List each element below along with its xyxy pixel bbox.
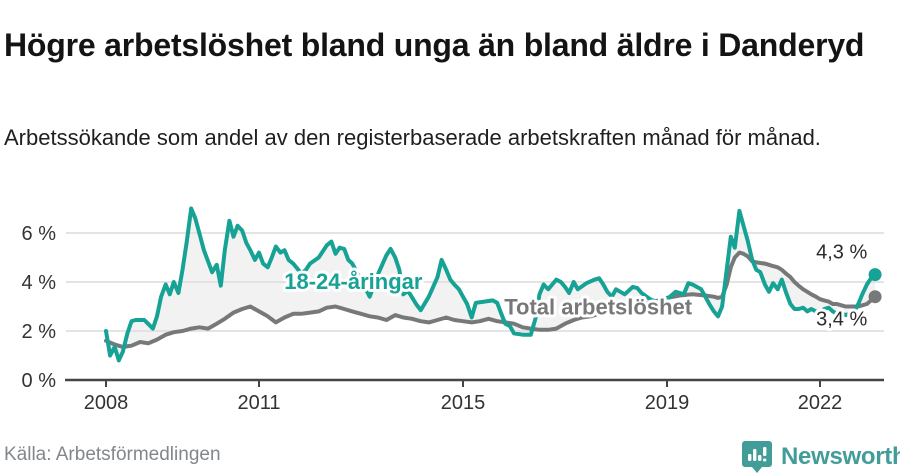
series-label-Total arbetslöshet: Total arbetslöshet bbox=[504, 295, 693, 320]
newsworthy-logo: Newsworthy bbox=[741, 440, 900, 474]
y-tick-label: 0 % bbox=[22, 370, 57, 392]
chart-canvas: 2008 2011 2015 2019 2022 0 % 2 % 4 % 6 % 3,4 % 4,3… bbox=[22, 206, 884, 414]
end-value-label: 4,3 % bbox=[816, 242, 867, 264]
series-end-dot-Total arbetslöshet bbox=[868, 290, 882, 304]
brand-wordmark: Newsworthy bbox=[781, 443, 900, 470]
y-tick-label: 2 % bbox=[22, 321, 57, 343]
y-tick-label: 4 % bbox=[22, 272, 57, 294]
series-line-Total arbetslöshet bbox=[104, 250, 878, 349]
y-tick-label: 6 % bbox=[22, 223, 57, 245]
x-tick-label: 2019 bbox=[645, 392, 690, 414]
unemployment-line-chart: 2008 2011 2015 2019 2022 0 % 2 % 4 % 6 % 3,4 % 4,3… bbox=[0, 190, 900, 425]
series-label-18-24-åringar: 18-24-åringar bbox=[284, 269, 423, 294]
series-end-dot-18-24-åringar bbox=[868, 268, 882, 282]
x-tick-label: 2015 bbox=[441, 392, 486, 414]
fill-between-series bbox=[106, 208, 876, 361]
end-value-label: 3,4 % bbox=[816, 309, 867, 331]
x-tick-label: 2011 bbox=[237, 392, 280, 414]
chart-subtitle: Arbetssökande som andel av den registerb… bbox=[4, 125, 821, 150]
bar-chart-speech-bubble-icon bbox=[742, 441, 772, 473]
x-tick-label: 2022 bbox=[798, 392, 843, 414]
source-note: Källa: Arbetsförmedlingen bbox=[4, 444, 221, 465]
x-tick-label: 2008 bbox=[84, 392, 129, 414]
page-title: Högre arbetslöshet bland unga än bland ä… bbox=[4, 27, 865, 64]
series-line-18-24-åringar bbox=[104, 206, 878, 363]
